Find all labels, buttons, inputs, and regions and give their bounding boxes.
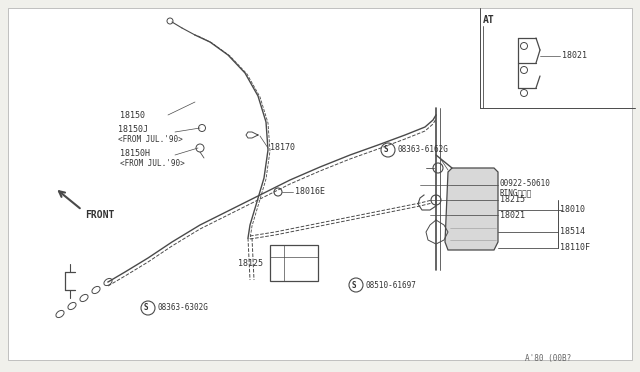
Text: 18514: 18514 (560, 228, 585, 237)
Text: 18010: 18010 (560, 205, 585, 215)
Text: 08363-6162G: 08363-6162G (397, 145, 448, 154)
Text: FRONT: FRONT (85, 210, 115, 220)
Text: <FROM JUL.'90>: <FROM JUL.'90> (118, 135, 183, 144)
Polygon shape (445, 168, 498, 250)
Text: S: S (144, 304, 148, 312)
Text: 18150H: 18150H (120, 148, 150, 157)
Text: 18016E: 18016E (295, 187, 325, 196)
Text: S: S (384, 145, 388, 154)
Text: A'80 (00B?: A'80 (00B? (525, 353, 572, 362)
Text: 18150: 18150 (120, 110, 145, 119)
Text: 18170: 18170 (270, 144, 295, 153)
Text: 18150J: 18150J (118, 125, 148, 135)
Text: 18021: 18021 (562, 51, 587, 61)
Text: RINGリング: RINGリング (500, 189, 532, 198)
Text: 18125: 18125 (238, 259, 263, 267)
Text: 00922-50610: 00922-50610 (500, 179, 551, 187)
Text: AT: AT (483, 15, 495, 25)
Text: S: S (352, 280, 356, 289)
Text: 18215: 18215 (500, 196, 525, 205)
Text: 18021: 18021 (500, 211, 525, 219)
Bar (270, 245, 318, 281)
Text: 08363-6302G: 08363-6302G (157, 304, 208, 312)
Text: 18110F: 18110F (560, 244, 590, 253)
Text: 08510-61697: 08510-61697 (365, 280, 416, 289)
Text: <FROM JUL.'90>: <FROM JUL.'90> (120, 158, 185, 167)
